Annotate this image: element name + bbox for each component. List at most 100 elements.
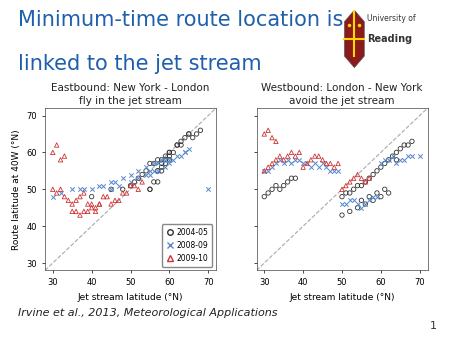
Point (189, 135, 196, 140)
Point (400, 142, 408, 148)
Point (108, 187, 115, 192)
Point (166, 153, 173, 159)
Point (265, 190, 272, 196)
Point (88, 194, 95, 199)
Text: Minimum-time route location is: Minimum-time route location is (18, 10, 343, 30)
Point (385, 190, 392, 196)
X-axis label: Jet stream latitude (°N): Jet stream latitude (°N) (78, 293, 183, 301)
Point (166, 161, 173, 166)
Point (292, 153, 299, 159)
Point (374, 168, 381, 173)
Point (115, 198, 122, 203)
Point (354, 201, 361, 207)
Point (377, 165, 384, 170)
Point (338, 212, 346, 218)
Point (369, 194, 377, 199)
Text: University of: University of (367, 14, 415, 23)
Point (393, 157, 400, 163)
Point (393, 161, 400, 166)
Point (57, 157, 64, 163)
Point (119, 190, 126, 196)
Point (119, 187, 126, 192)
Point (108, 187, 115, 192)
Point (354, 183, 361, 188)
Point (284, 179, 291, 185)
Point (57, 190, 64, 196)
Point (362, 201, 369, 207)
Point (174, 153, 181, 159)
Point (76, 212, 84, 218)
Point (288, 150, 295, 155)
Point (80, 190, 87, 196)
Point (269, 161, 276, 166)
Point (354, 205, 361, 211)
Point (405, 153, 412, 159)
Title: Westbound: London - New York
avoid the jet stream: Westbound: London - New York avoid the j… (261, 83, 423, 106)
Point (158, 161, 165, 166)
Point (181, 135, 189, 140)
Point (358, 183, 365, 188)
Point (185, 131, 193, 137)
Point (369, 172, 377, 177)
Point (115, 183, 122, 188)
Point (272, 161, 279, 166)
Point (193, 131, 200, 137)
Point (150, 168, 158, 173)
Point (96, 201, 103, 207)
Point (166, 157, 173, 163)
Point (185, 131, 193, 137)
Text: Reading: Reading (367, 34, 412, 44)
Point (303, 161, 310, 166)
Point (265, 168, 272, 173)
Point (276, 157, 284, 163)
Point (166, 150, 173, 155)
Point (408, 153, 415, 159)
Point (272, 157, 279, 163)
Point (146, 168, 153, 173)
Point (365, 194, 373, 199)
Point (346, 190, 353, 196)
Point (123, 190, 130, 196)
Point (319, 161, 326, 166)
Point (374, 194, 381, 199)
Point (319, 157, 326, 163)
Point (111, 198, 118, 203)
Point (127, 183, 134, 188)
Point (385, 157, 392, 163)
Point (377, 161, 384, 166)
Point (88, 205, 95, 211)
Point (158, 168, 165, 173)
Point (342, 183, 350, 188)
Point (362, 201, 369, 207)
Point (393, 150, 400, 155)
Point (346, 209, 353, 214)
Point (365, 175, 373, 181)
Point (80, 187, 87, 192)
Point (177, 139, 184, 144)
Point (100, 194, 107, 199)
Point (68, 187, 76, 192)
Point (76, 187, 84, 192)
Point (88, 187, 95, 192)
Point (374, 190, 381, 196)
Point (362, 179, 369, 185)
Point (96, 201, 103, 207)
Point (150, 179, 158, 185)
Point (143, 172, 150, 177)
Point (181, 150, 189, 155)
Point (331, 165, 338, 170)
Point (150, 161, 158, 166)
Point (280, 183, 287, 188)
Point (72, 209, 80, 214)
Point (135, 168, 142, 173)
Point (100, 183, 107, 188)
Point (154, 168, 161, 173)
Text: linked to the jet stream: linked to the jet stream (18, 54, 261, 74)
Point (170, 150, 177, 155)
Point (146, 161, 153, 166)
Point (284, 157, 291, 163)
Point (76, 194, 84, 199)
Point (311, 153, 319, 159)
Point (300, 165, 307, 170)
Point (265, 165, 272, 170)
